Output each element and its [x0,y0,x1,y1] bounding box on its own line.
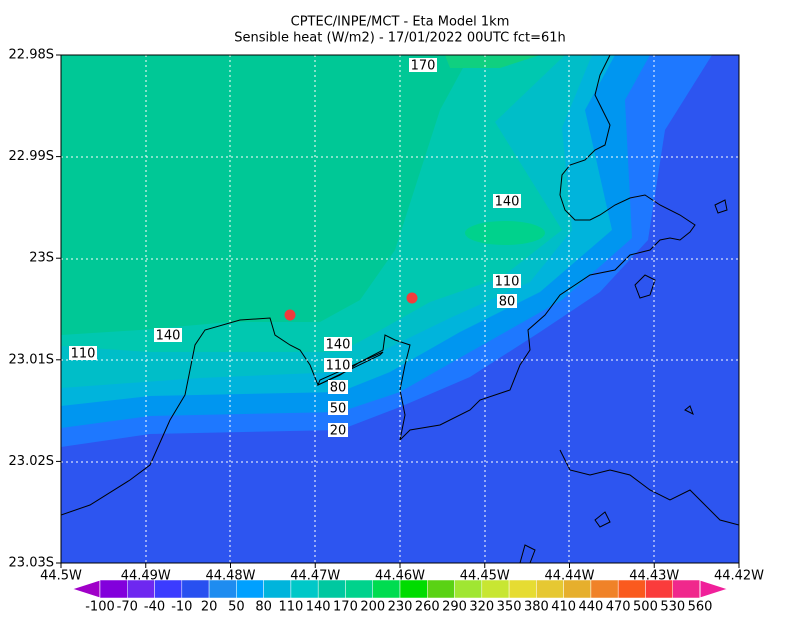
colorbar-label: 320 [469,600,494,615]
colorbar-label: 380 [524,600,549,615]
band-high [445,55,540,68]
band-high [465,221,545,245]
station-marker [284,309,296,321]
y-axis-label: 22.98S [9,48,54,63]
y-axis-label: 22.99S [9,149,54,164]
contour-label: 170 [411,59,436,74]
contour-label: 110 [71,347,96,362]
colorbar-label: 140 [306,600,331,615]
colorbar-box [208,579,237,599]
y-axis-label: 23.01S [9,352,54,367]
colorbar-box [617,579,646,599]
title-line2: Sensible heat (W/m2) - 17/01/2022 00UTC … [234,31,566,46]
colorbar-box [645,579,673,599]
colorbar-box [99,579,128,599]
contour-label-box [328,423,348,437]
colorbar-label: 410 [551,600,576,615]
y-axis-label: 23S [29,251,54,266]
contour-label: 140 [326,338,351,353]
contour-label: 80 [499,295,516,310]
colorbar-box [563,579,592,599]
colorbar-label: 170 [333,600,358,615]
colorbar-label: 440 [578,600,603,615]
colorbar-label: 20 [201,600,218,615]
band [61,55,470,335]
colorbar-label: -70 [117,600,138,615]
colorbar-label: 50 [228,600,245,615]
title-line1: CPTEC/INPE/MCT - Eta Model 1km [291,15,510,30]
colorbar-label: 470 [606,600,631,615]
colorbar-box [536,579,564,599]
colorbar-box [399,579,428,599]
colorbar-box [181,579,210,599]
coastline [61,55,739,563]
contour-label-box [328,380,348,394]
colorbar-box [672,579,701,599]
colorbar-label: -10 [171,600,192,615]
contour-label: 20 [330,424,347,439]
colorbar-box [427,579,455,599]
colorbar-box [345,579,373,599]
colorbar-box [154,579,183,599]
field [61,55,739,563]
colorbar-box [317,579,346,599]
colorbar-box [454,579,483,599]
colorbar-label: 110 [278,600,303,615]
y-axis-label: 23.02S [9,454,54,469]
x-axis-label: 44.42W [714,569,764,584]
colorbar-label: 260 [415,600,440,615]
contour-label: 110 [326,359,351,374]
x-axis-label: 44.5W [40,569,82,584]
station-marker [406,292,418,304]
colorbar-box [263,579,292,599]
contour-label: 110 [495,275,520,290]
colorbar-label: 350 [497,600,522,615]
contour-label-box [493,274,521,288]
colorbar-box [236,579,264,599]
contour-label-box [324,358,352,372]
colorbar-label: -100 [85,600,115,615]
colorbar-label: 230 [388,600,413,615]
contour-label-box [493,194,521,208]
graticule [61,55,739,563]
colorbar-box [127,579,155,599]
colorbar-box [372,579,401,599]
colorbar-arrow [699,579,730,599]
contour-label: 50 [330,402,347,417]
contour-label-box [69,346,97,360]
colorbar-label: 80 [255,600,272,615]
contour-label-box [409,58,437,72]
contour-label: 140 [495,195,520,210]
colorbar-box [481,579,510,599]
colorbar-box [590,579,619,599]
colorbar-label: 560 [688,600,713,615]
contour-label: 80 [330,381,347,396]
colorbar-label: 200 [360,600,385,615]
contour-label-box [497,294,517,308]
contour-label: 140 [156,329,181,344]
y-axis-label: 23.03S [9,556,54,571]
colorbar-label: 530 [660,600,685,615]
colorbar-box [508,579,537,599]
colorbar-box [290,579,319,599]
colorbar-label: -40 [144,600,165,615]
contour-label-box [324,337,352,351]
contour-label-box [328,401,348,415]
colorbar-label: 500 [633,600,658,615]
contour-label-box [154,328,182,342]
colorbar-label: 290 [442,600,467,615]
